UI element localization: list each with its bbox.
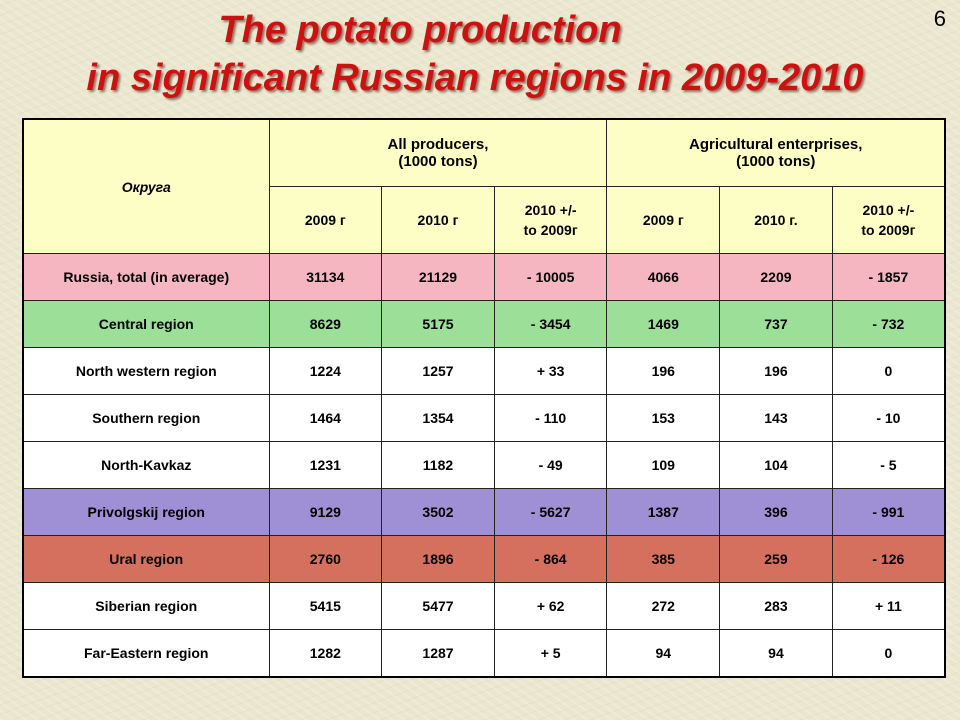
table-cell: + 11 [831, 582, 946, 630]
subheader-agri-2009: 2009 г [606, 186, 721, 254]
region-column-header: Округа [22, 118, 270, 254]
region-name: Russia, total (in average) [22, 253, 270, 301]
table-cell: + 5 [493, 629, 608, 678]
table-cell: - 110 [493, 394, 608, 442]
table-cell: 1464 [268, 394, 383, 442]
table-cell: 1257 [381, 347, 495, 395]
table-cell: 196 [606, 347, 721, 395]
table-cell: 1282 [268, 629, 383, 678]
table-cell: 104 [719, 441, 833, 489]
table-cell: + 62 [493, 582, 608, 630]
agricultural-enterprises-header: Agricultural enterprises, (1000 tons) [606, 118, 946, 187]
table-cell: 109 [606, 441, 721, 489]
table-row: Southern region 1464 1354 - 110 153 143 … [22, 394, 946, 442]
table-cell: 5477 [381, 582, 495, 630]
subheader-label: 2010 +/- to 2009г [861, 202, 916, 238]
all-producers-header: All producers, (1000 tons) [268, 118, 608, 187]
region-name: North western region [22, 347, 270, 395]
table-cell: - 49 [493, 441, 608, 489]
table-cell: 9129 [268, 488, 383, 536]
subheader-agri-2010: 2010 г. [719, 186, 833, 254]
table-cell: 31134 [268, 253, 383, 301]
subheader-all-2009: 2009 г [268, 186, 383, 254]
title-line-1: The potato production [218, 9, 622, 51]
table-row: Far-Eastern region 1282 1287 + 5 94 94 0 [22, 629, 946, 678]
table-cell: 1231 [268, 441, 383, 489]
title-line-2: in significant Russian regions in 2009-2… [86, 57, 864, 99]
table-cell: 8629 [268, 300, 383, 348]
table-cell: 1287 [381, 629, 495, 678]
table-cell: 259 [719, 535, 833, 583]
subheader-label: 2009 г [642, 212, 684, 228]
table-row: Russia, total (in average) 31134 21129 -… [22, 253, 946, 301]
table-cell: 94 [719, 629, 833, 678]
subheader-all-2010: 2010 г [381, 186, 495, 254]
slide-title: The potato production in significant Rus… [0, 6, 960, 102]
table-cell: - 3454 [493, 300, 608, 348]
table-cell: 1387 [606, 488, 721, 536]
table-cell: 1182 [381, 441, 495, 489]
table-row: Siberian region 5415 5477 + 62 272 283 +… [22, 582, 946, 630]
table-cell: - 5627 [493, 488, 608, 536]
table-cell: 4066 [606, 253, 721, 301]
subheader-label: 2010 г [417, 212, 459, 228]
table-cell: - 864 [493, 535, 608, 583]
table-cell: 0 [831, 629, 946, 678]
table-cell: 1469 [606, 300, 721, 348]
table-cell: 385 [606, 535, 721, 583]
subheader-label: 2010 +/- to 2009г [523, 202, 578, 238]
region-name: Privolgskij region [22, 488, 270, 536]
table-cell: - 991 [831, 488, 946, 536]
region-name: Siberian region [22, 582, 270, 630]
potato-production-table: Округа All producers, (1000 tons) Agricu… [22, 118, 946, 678]
table-cell: - 10005 [493, 253, 608, 301]
table-cell: 21129 [381, 253, 495, 301]
table-row: North western region 1224 1257 + 33 196 … [22, 347, 946, 395]
subheader-label: 2009 г [304, 212, 346, 228]
table-row: Central region 8629 5175 - 3454 1469 737… [22, 300, 946, 348]
table-cell: 2760 [268, 535, 383, 583]
all-producers-label: All producers, (1000 tons) [387, 136, 489, 170]
region-name: Southern region [22, 394, 270, 442]
table-cell: - 5 [831, 441, 946, 489]
region-name: Far-Eastern region [22, 629, 270, 678]
table-cell: 143 [719, 394, 833, 442]
table-cell: 0 [831, 347, 946, 395]
page-number: 6 [933, 6, 946, 31]
table-cell: 153 [606, 394, 721, 442]
table-cell: - 126 [831, 535, 946, 583]
region-name: North-Kavkaz [22, 441, 270, 489]
table-row: Ural region 2760 1896 - 864 385 259 - 12… [22, 535, 946, 583]
table-row: Privolgskij region 9129 3502 - 5627 1387… [22, 488, 946, 536]
table-cell: 272 [606, 582, 721, 630]
table-cell: 283 [719, 582, 833, 630]
table-cell: 1354 [381, 394, 495, 442]
table-cell: + 33 [493, 347, 608, 395]
table-cell: 5415 [268, 582, 383, 630]
subheader-all-diff: 2010 +/- to 2009г [493, 186, 608, 254]
subheader-label: 2010 г. [754, 212, 798, 228]
table-cell: 1896 [381, 535, 495, 583]
table-cell: 737 [719, 300, 833, 348]
table-cell: - 1857 [831, 253, 946, 301]
table-cell: 2209 [719, 253, 833, 301]
region-name: Central region [22, 300, 270, 348]
table-cell: 3502 [381, 488, 495, 536]
subheader-agri-diff: 2010 +/- to 2009г [831, 186, 946, 254]
agricultural-enterprises-label: Agricultural enterprises, (1000 tons) [689, 136, 863, 170]
table-cell: 5175 [381, 300, 495, 348]
table-cell: 196 [719, 347, 833, 395]
region-name: Ural region [22, 535, 270, 583]
table-cell: 94 [606, 629, 721, 678]
table-cell: - 10 [831, 394, 946, 442]
table-cell: 396 [719, 488, 833, 536]
table-row: North-Kavkaz 1231 1182 - 49 109 104 - 5 [22, 441, 946, 489]
table-cell: - 732 [831, 300, 946, 348]
table-cell: 1224 [268, 347, 383, 395]
